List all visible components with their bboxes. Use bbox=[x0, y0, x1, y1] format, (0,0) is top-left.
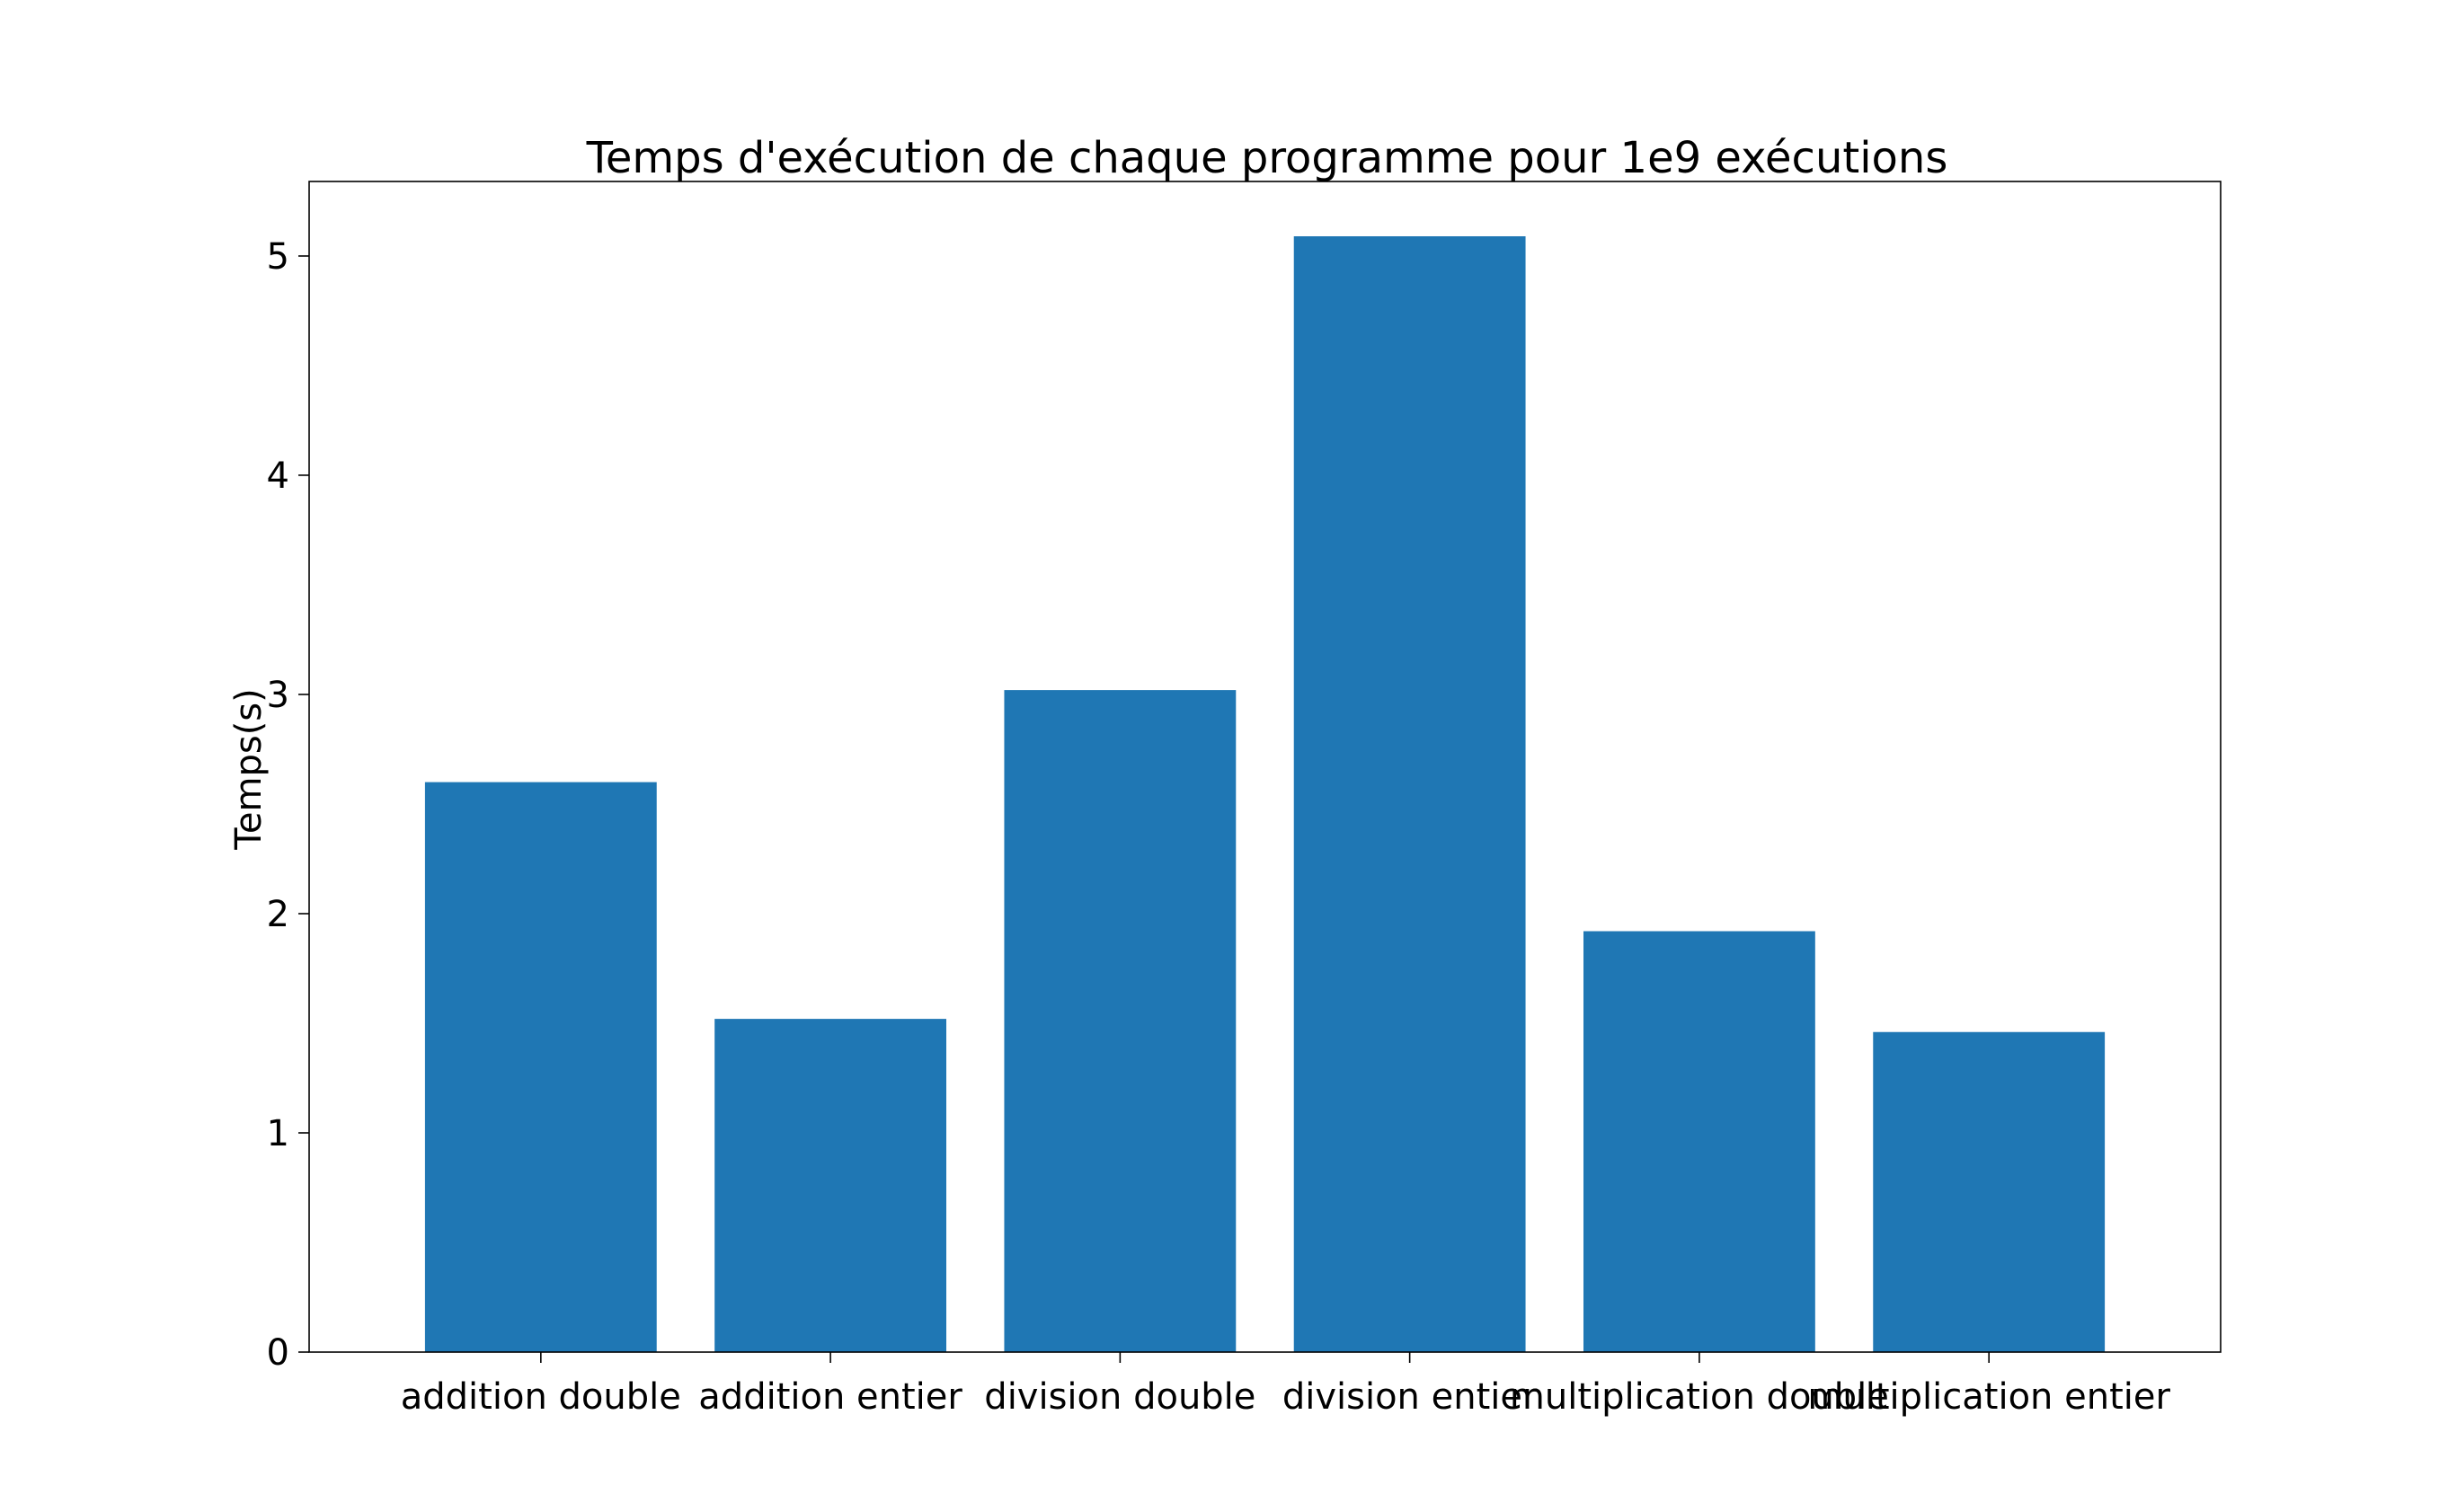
x-tick-label: division entier bbox=[1282, 1376, 1538, 1418]
y-tick-label: 3 bbox=[267, 675, 289, 716]
bar bbox=[1004, 690, 1237, 1352]
y-tick-label: 4 bbox=[267, 455, 289, 497]
y-tick-label: 2 bbox=[267, 894, 289, 935]
y-tick-label: 0 bbox=[267, 1332, 289, 1374]
bar bbox=[1583, 931, 1815, 1352]
bar bbox=[714, 1019, 946, 1352]
x-tick-label: addition double bbox=[401, 1376, 681, 1418]
y-tick-label: 5 bbox=[267, 236, 289, 278]
bars-group bbox=[424, 236, 2106, 1353]
x-tick-label: addition entier bbox=[698, 1376, 962, 1418]
y-axis-label: Temps(s) bbox=[228, 688, 270, 851]
chart-title: Temps d'exécution de chaque programme po… bbox=[586, 133, 1948, 183]
bar bbox=[1293, 236, 1526, 1353]
x-tick-label: multiplication double bbox=[1510, 1376, 1889, 1418]
bar bbox=[1873, 1031, 2106, 1352]
bar bbox=[424, 782, 657, 1352]
x-tick-label: multiplication entier bbox=[1807, 1376, 2170, 1418]
plot-frame bbox=[308, 181, 2222, 1353]
x-tick-label: division double bbox=[984, 1376, 1255, 1418]
y-tick-label: 1 bbox=[267, 1113, 289, 1154]
axes-group: 0 1 2 3 4 5 addition double addition entier divi… bbox=[267, 181, 2222, 1418]
